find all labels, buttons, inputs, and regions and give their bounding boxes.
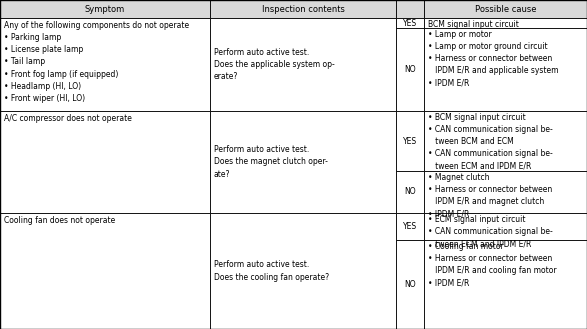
Text: Inspection contents: Inspection contents [262,5,345,13]
Text: • Magnet clutch
• Harness or connector between
   IPDM E/R and magnet clutch
• I: • Magnet clutch • Harness or connector b… [428,173,552,218]
Text: BCM signal input circuit: BCM signal input circuit [428,20,519,29]
Text: Any of the following components do not operate
• Parking lamp
• License plate la: Any of the following components do not o… [4,21,189,103]
Text: • Lamp or motor
• Lamp or motor ground circuit
• Harness or connector between
  : • Lamp or motor • Lamp or motor ground c… [428,30,558,88]
Bar [424,111,587,171]
Text: NO: NO [404,280,416,289]
Bar [210,111,396,213]
Text: YES: YES [403,222,417,231]
Bar [396,171,424,213]
Text: A/C compressor does not operate: A/C compressor does not operate [4,114,132,123]
Text: • BCM signal input circuit
• CAN communication signal be-
   tween BCM and ECM
•: • BCM signal input circuit • CAN communi… [428,113,553,171]
Bar [0,111,210,213]
Bar [396,28,424,111]
Text: YES: YES [403,137,417,145]
Bar [0,213,210,329]
Text: Symptom: Symptom [85,5,125,13]
Text: Perform auto active test.
Does the applicable system op-
erate?: Perform auto active test. Does the appli… [214,48,335,81]
Bar [396,0,424,18]
Bar [424,213,587,240]
Bar [396,18,424,28]
Bar [424,0,587,18]
Bar [424,240,587,329]
Bar [210,213,396,329]
Bar [210,18,396,111]
Bar [396,240,424,329]
Bar [424,18,587,28]
Text: Cooling fan does not operate: Cooling fan does not operate [4,216,115,225]
Text: YES: YES [403,18,417,28]
Text: Perform auto active test.
Does the cooling fan operate?: Perform auto active test. Does the cooli… [214,261,329,282]
Text: Perform auto active test.
Does the magnet clutch oper-
ate?: Perform auto active test. Does the magne… [214,145,328,179]
Bar [396,111,424,171]
Bar [424,171,587,213]
Bar [0,0,210,18]
Text: NO: NO [404,65,416,74]
Bar [0,18,210,111]
Text: NO: NO [404,188,416,196]
Bar [210,0,396,18]
Bar [396,213,424,240]
Text: • Cooling fan motor
• Harness or connector between
   IPDM E/R and cooling fan m: • Cooling fan motor • Harness or connect… [428,242,556,288]
Text: Possible cause: Possible cause [475,5,537,13]
Bar [424,28,587,111]
Text: • ECM signal input circuit
• CAN communication signal be-
   tween ECM and IPDM : • ECM signal input circuit • CAN communi… [428,215,553,248]
